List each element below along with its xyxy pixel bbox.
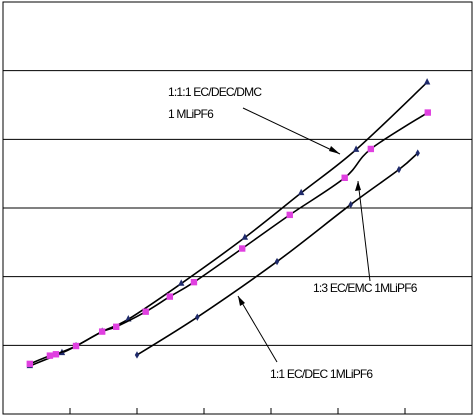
data-point [274,257,280,266]
data-point [423,78,431,85]
data-point [98,328,106,335]
fit-curve [136,152,419,356]
data-point [72,342,80,350]
arrow [242,107,341,155]
arrow [237,295,278,363]
arrow [357,180,371,282]
data-point [134,351,140,359]
data-point [238,245,246,252]
data-point [113,323,120,330]
annotation: 1 MLiPF6 [168,107,214,121]
arrow-head [238,296,245,306]
data-point [396,165,402,174]
data-point [195,313,200,321]
data-point [46,352,54,359]
data-point [26,360,33,368]
data-point [352,145,360,152]
data-point [286,211,293,219]
data-point [178,279,185,286]
annotation: 1:1 EC/DEC 1MLiPF6 [270,367,373,381]
data-point [241,233,249,240]
data-point [142,308,149,315]
arrow-head [355,181,361,191]
annotation: 1:3 EC/EMC 1MLiPF6 [313,281,418,295]
data-point [348,200,353,209]
data-point [367,145,375,153]
data-point [52,351,60,358]
data-point [424,109,431,116]
data-point [190,278,198,286]
data-point [415,149,420,157]
annotation: 1:1:1 EC/DEC/DMC [168,85,262,99]
arrow-head [329,146,340,154]
fit-curve [29,81,428,367]
data-point [297,188,305,196]
data-point [166,293,174,300]
data-point [341,174,348,181]
